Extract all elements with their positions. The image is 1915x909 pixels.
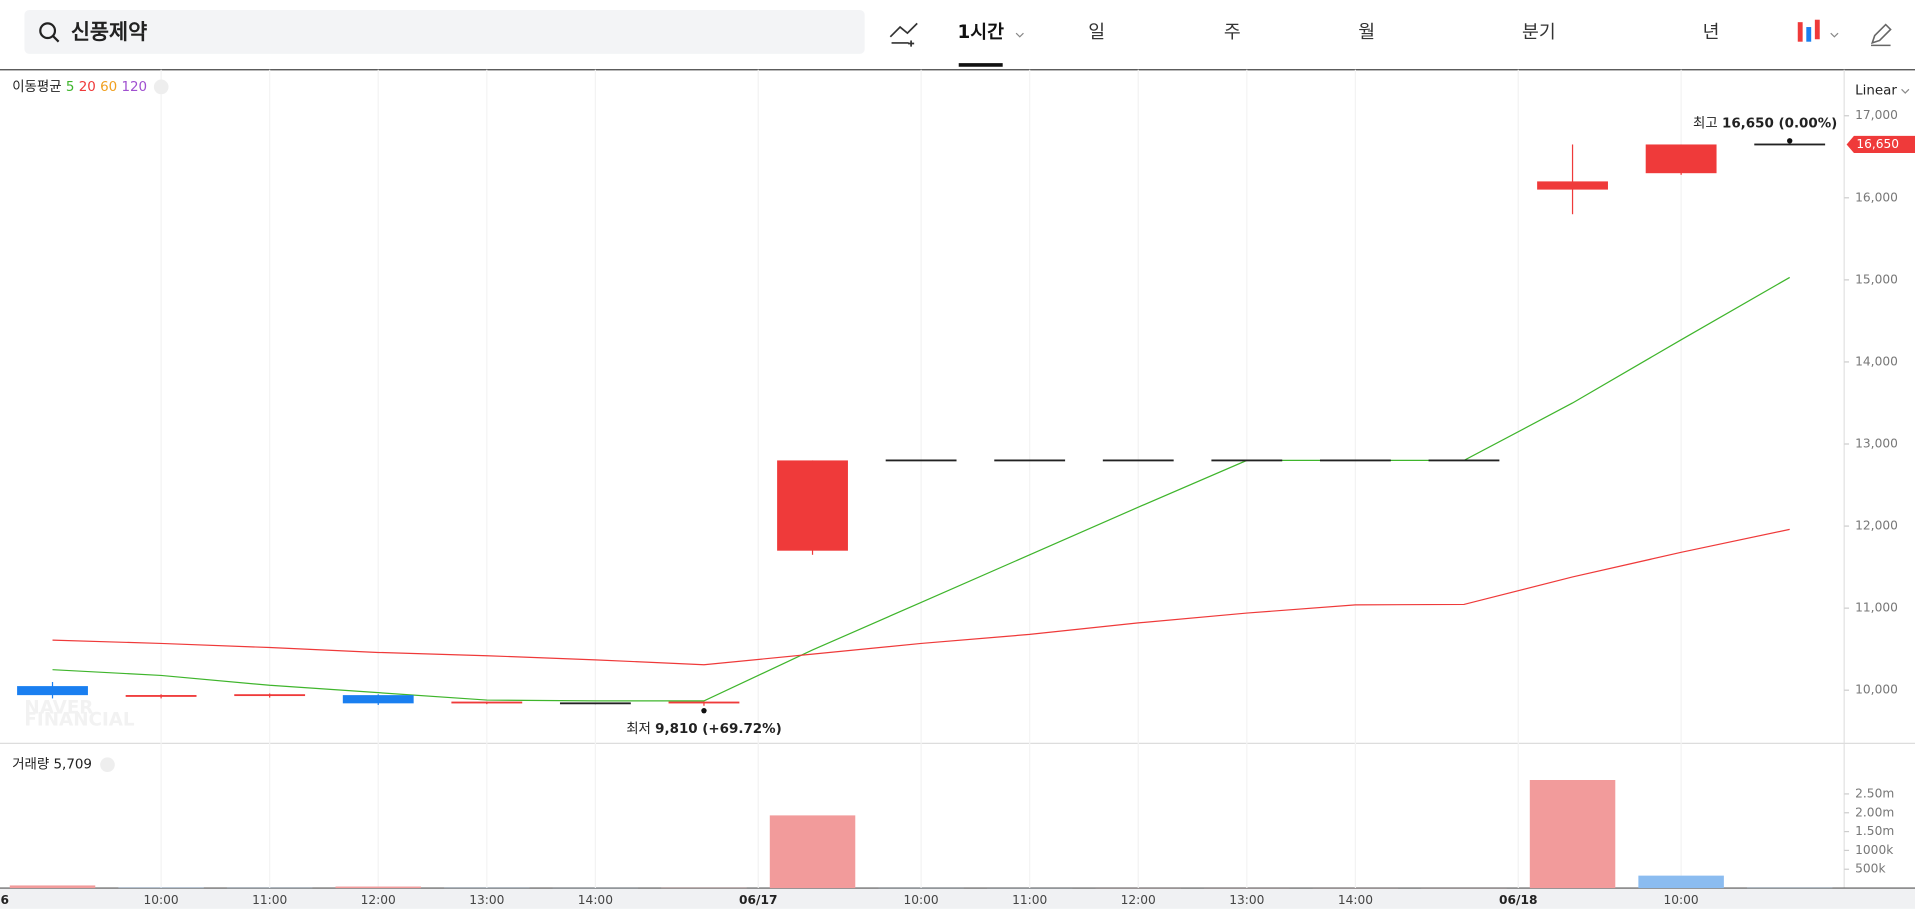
tab[interactable]: 일 <box>1088 22 1105 43</box>
volume-title: 거래량 5,709 <box>12 757 92 773</box>
candle-body <box>1319 459 1391 462</box>
watermark: NAVER <box>24 698 93 719</box>
ma-legend-entry: 120 <box>121 80 147 95</box>
search-icon <box>39 22 57 40</box>
draw-icon[interactable] <box>1870 23 1892 47</box>
x-axis-bar <box>0 888 1915 909</box>
moving-average-line <box>52 528 1790 666</box>
ma-legend-entry: 20 <box>79 80 96 95</box>
candle-body <box>885 459 957 462</box>
candle-body <box>234 694 306 697</box>
x-tick-label: 11:00 <box>252 893 287 907</box>
last-price-tag <box>1846 135 1915 154</box>
candle-body <box>994 459 1066 462</box>
x-tick-label: 10:00 <box>1664 893 1699 907</box>
y-tick-label: 17,000 <box>1855 108 1898 122</box>
min-marker <box>701 707 707 714</box>
max-prefix: 최고 <box>1693 116 1718 132</box>
volume-bar <box>1529 780 1616 889</box>
candle-body <box>1102 459 1174 462</box>
candle-body <box>1645 144 1717 174</box>
volume-tick-label: 500k <box>1855 862 1886 876</box>
chart-style-icon <box>1814 19 1820 40</box>
chart-style-icon[interactable] <box>1797 22 1803 42</box>
x-tick-label: 10:00 <box>904 893 939 907</box>
candle-body <box>777 460 848 551</box>
candle-body <box>451 701 523 704</box>
tab[interactable]: 분기 <box>1522 22 1556 43</box>
close-button[interactable] <box>153 79 169 95</box>
tab[interactable]: 1시간 <box>958 22 1005 43</box>
volume-bar <box>1638 875 1724 889</box>
x-tick-label: 14:00 <box>1338 893 1373 907</box>
tab[interactable]: 주 <box>1224 22 1241 43</box>
volume-tick-label: 1.50m <box>1855 824 1894 838</box>
y-tick-label: 13,000 <box>1855 437 1898 451</box>
x-tick-label: 13:00 <box>469 893 504 907</box>
search-icon-handle <box>52 35 60 43</box>
min-prefix: 최저 <box>626 721 651 737</box>
y-tick-label: 14,000 <box>1855 354 1898 368</box>
chart-style-icon <box>1806 27 1812 42</box>
y-tick-label: 12,000 <box>1855 519 1898 533</box>
min-value: 9,810 (+69.72%) <box>655 722 782 737</box>
dropdown-caret <box>1015 32 1024 38</box>
candle-body <box>1211 459 1283 462</box>
candle-body <box>125 695 197 697</box>
day-label: 06/18 <box>1499 893 1537 907</box>
min-label: 최저 9,810 (+69.72%) <box>626 721 782 737</box>
x-tick-label: 10:00 <box>144 893 179 907</box>
indicator-add-icon[interactable] <box>889 22 918 47</box>
volume-bar <box>769 815 856 889</box>
max-marker <box>1787 138 1793 144</box>
tab[interactable]: 년 <box>1703 22 1720 43</box>
ma-legend-entry: 5 <box>66 80 75 95</box>
y-tick-label: 11,000 <box>1855 601 1898 615</box>
search-box[interactable] <box>24 9 865 54</box>
candle-body <box>1537 181 1608 190</box>
max-value: 16,650 (0.00%) <box>1722 117 1837 132</box>
candle-body <box>342 695 414 704</box>
scale-mode[interactable]: Linear <box>1855 84 1897 99</box>
close-button[interactable] <box>100 757 115 773</box>
search-text: 신풍제약 <box>71 20 147 44</box>
candle-body <box>17 686 88 696</box>
volume-bar <box>9 885 96 889</box>
ma-title: 이동평균 <box>12 79 61 95</box>
max-label: 최고 16,650 (0.00%) <box>1693 116 1837 132</box>
x-tick-label: 12:00 <box>1121 893 1156 907</box>
y-tick-label: 10,000 <box>1855 683 1898 697</box>
dropdown-caret <box>1830 32 1839 38</box>
day-label: /16 <box>0 893 9 907</box>
volume-tick-label: 2.50m <box>1855 786 1894 800</box>
volume-tick-label: 2.00m <box>1855 805 1894 819</box>
candle-body <box>1754 143 1826 146</box>
ma-legend-entry: 60 <box>100 80 117 95</box>
dropdown-caret <box>1901 88 1910 94</box>
y-tick-label: 15,000 <box>1855 272 1898 286</box>
volume-bar <box>335 886 421 889</box>
day-label: 06/17 <box>739 893 777 907</box>
volume-tick-label: 1000k <box>1855 843 1894 857</box>
ma-legend: 이동평균 5 20 60 120 <box>12 79 147 95</box>
x-tick-label: 11:00 <box>1012 893 1047 907</box>
candle-body <box>559 702 631 705</box>
moving-average-line <box>52 276 1790 702</box>
x-tick-label: 13:00 <box>1229 893 1264 907</box>
last-price-label: 16,650 <box>1856 137 1899 151</box>
tab[interactable]: 월 <box>1358 22 1375 43</box>
x-tick-label: 14:00 <box>578 893 613 907</box>
x-tick-label: 12:00 <box>361 893 396 907</box>
watermark: FINANCIAL <box>24 710 134 731</box>
candle-body <box>1428 459 1500 462</box>
y-tick-label: 16,000 <box>1855 190 1898 204</box>
candle-body <box>668 701 740 704</box>
tab-bar: 1시간 일 주 월 분기 년 <box>958 22 1720 67</box>
